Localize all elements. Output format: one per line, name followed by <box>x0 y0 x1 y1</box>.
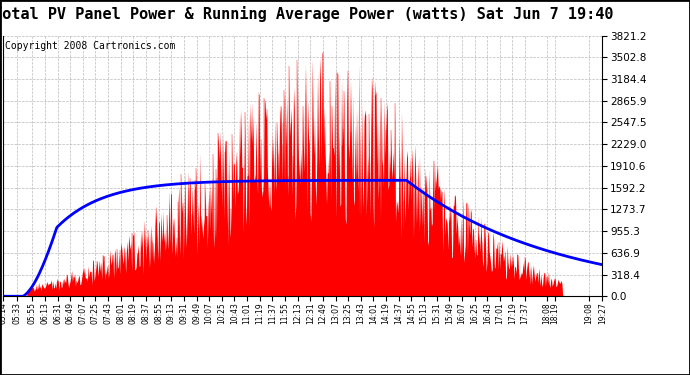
Text: Copyright 2008 Cartronics.com: Copyright 2008 Cartronics.com <box>5 41 175 51</box>
Text: Total PV Panel Power & Running Average Power (watts) Sat Jun 7 19:40: Total PV Panel Power & Running Average P… <box>0 6 614 22</box>
